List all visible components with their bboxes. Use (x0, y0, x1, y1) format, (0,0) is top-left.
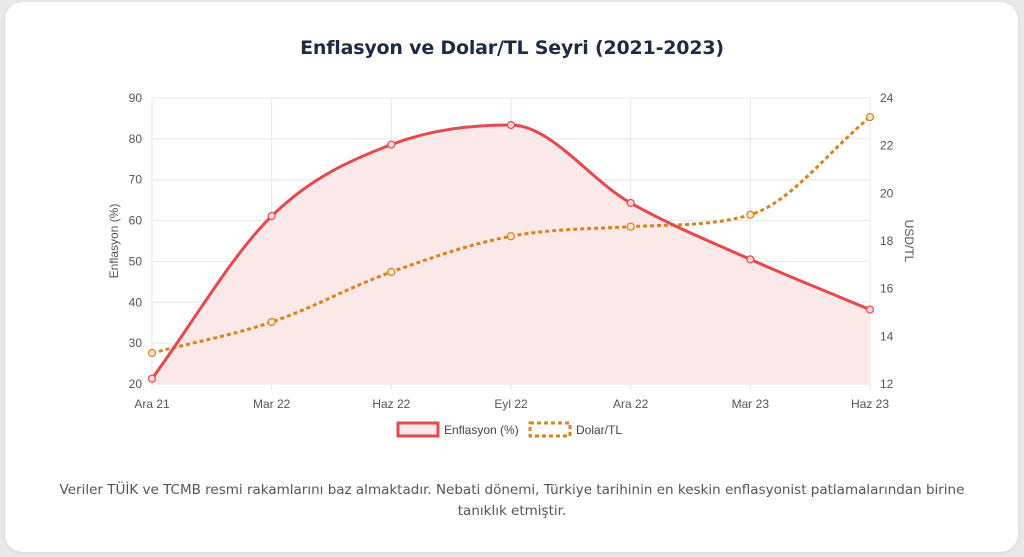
point-inflation (865, 305, 875, 314)
footnote: Veriler TÜİK ve TCMB resmi rakamlarını b… (59, 482, 965, 519)
point-inflation (626, 198, 635, 208)
chart-ticks: 20 30 40 50 60 70 80 90 12 14 16 18 20 22 24 Ara 21 Mar … (129, 91, 894, 411)
y2-tick-label: 20 (880, 186, 894, 200)
y-tick-label: 40 (129, 295, 143, 309)
y-tick-label: 20 (129, 377, 143, 391)
point-inflation (147, 374, 157, 383)
y-axis-title: Enflasyon (%) (107, 204, 121, 279)
x-tick-label: Ara 21 (134, 397, 170, 411)
chart-legend: Enflasyon (%) Dolar/TL (396, 421, 622, 438)
y2-tick-label: 12 (880, 377, 894, 391)
y2-tick-label: 18 (880, 234, 894, 248)
point-usd (506, 232, 516, 241)
legend-swatch-inflation (396, 421, 440, 438)
point-inflation (267, 211, 276, 221)
legend-swatch-usd (528, 421, 572, 438)
y2-tick-label: 14 (880, 329, 894, 343)
point-usd (267, 317, 276, 327)
point-usd (626, 222, 635, 231)
y2-tick-label: 24 (880, 91, 894, 105)
y2-tick-label: 16 (880, 282, 894, 296)
y2-axis-title: USD/TL (902, 220, 916, 263)
point-usd (865, 112, 875, 122)
point-inflation (746, 255, 755, 264)
y-tick-label: 90 (129, 91, 143, 105)
legend-label-usd: Dolar/TL (576, 423, 622, 437)
x-tick-label: Mar 22 (253, 397, 291, 411)
legend-label-inflation: Enflasyon (%) (444, 423, 519, 437)
point-inflation (387, 140, 396, 149)
x-tick-label: Eyl 22 (494, 397, 528, 411)
inflation-area-fill (152, 124, 870, 385)
x-tick-label: Ara 22 (613, 397, 649, 411)
y2-tick-label: 22 (880, 139, 894, 153)
point-usd (147, 348, 157, 358)
x-tick-label: Mar 23 (732, 397, 770, 411)
point-usd (387, 267, 396, 277)
inflation-area (152, 124, 870, 385)
point-usd (746, 210, 755, 219)
chart-series (147, 112, 875, 383)
chart-title: Enflasyon ve Dolar/TL Seyri (2021-2023) (300, 37, 724, 59)
y-tick-label: 80 (129, 132, 143, 146)
y-tick-label: 50 (129, 254, 143, 268)
point-inflation (506, 120, 516, 130)
y-tick-label: 30 (129, 336, 143, 350)
y-tick-label: 60 (129, 214, 143, 228)
y-tick-label: 70 (129, 173, 143, 187)
x-tick-label: Haz 22 (372, 397, 410, 411)
x-tick-label: Haz 23 (851, 397, 889, 411)
